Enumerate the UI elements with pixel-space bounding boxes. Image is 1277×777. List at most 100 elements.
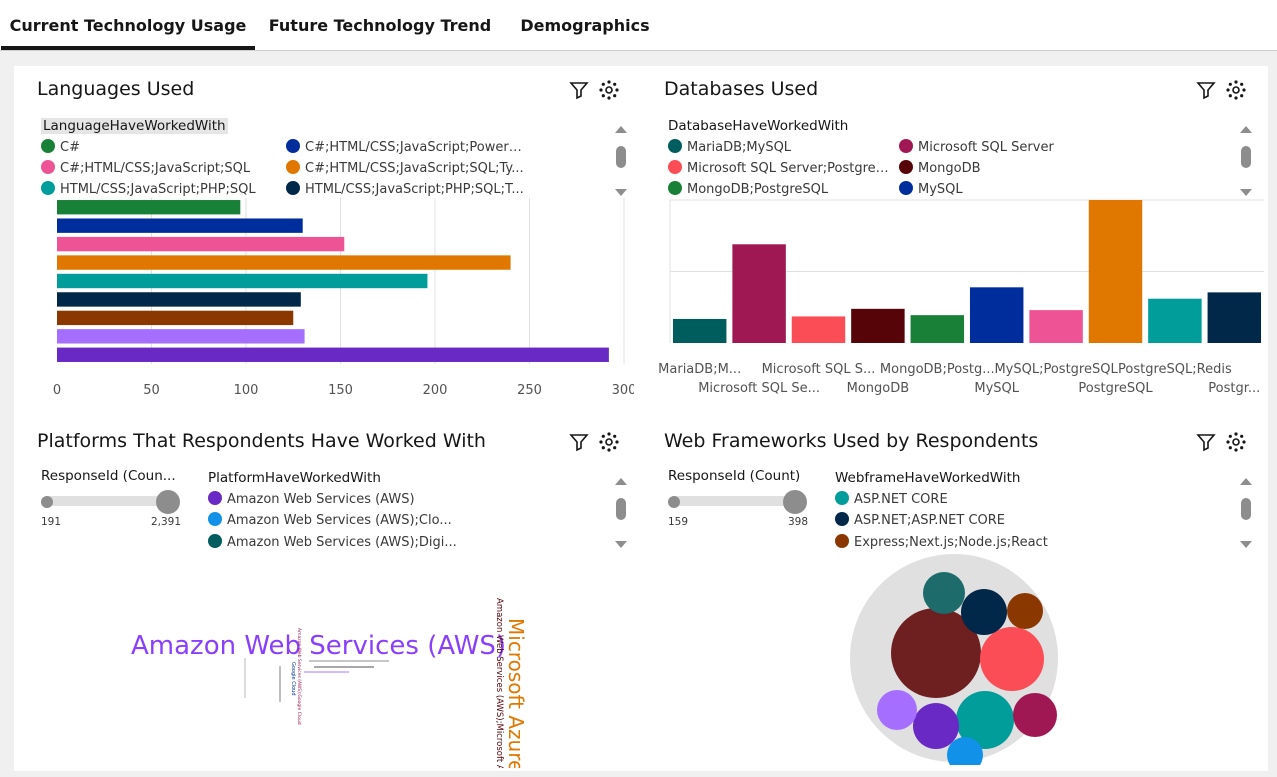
bubble[interactable] [947, 737, 983, 765]
bar[interactable] [1029, 310, 1083, 343]
legend-swatch [208, 491, 222, 505]
bar[interactable] [791, 316, 846, 343]
legend-item[interactable]: ASP.NET;ASP.NET CORE [835, 512, 1135, 530]
legend-scrollbar[interactable] [614, 126, 628, 196]
response-count-slider[interactable]: ResponseId (Coun... 191 2,391 [41, 468, 181, 530]
word-aws-microsoft-azure[interactable]: Amazon Web Services (AWS);Microsoft Azur… [494, 598, 504, 768]
scroll-thumb[interactable] [1241, 498, 1251, 520]
slider-track[interactable] [43, 496, 173, 506]
slider-max-value: 2,391 [150, 516, 181, 528]
legend-scrollbar[interactable] [1239, 126, 1253, 196]
scroll-up-icon[interactable] [1240, 126, 1252, 133]
response-count-slider[interactable]: ResponseId (Count) 159 398 [668, 468, 808, 530]
bubble[interactable] [877, 690, 917, 730]
bubble[interactable] [891, 608, 981, 698]
word-aws[interactable]: Amazon Web Services (AWS) [131, 631, 506, 661]
bar[interactable] [969, 287, 1024, 343]
bar[interactable] [57, 329, 305, 344]
legend-item[interactable]: C#;HTML/CSS;JavaScript;SQL [41, 160, 281, 178]
bar[interactable] [1088, 200, 1143, 343]
bar[interactable] [851, 308, 905, 343]
slider-min-handle[interactable] [668, 496, 680, 508]
legend-item[interactable]: Amazon Web Services (AWS) [208, 491, 508, 509]
settings-icon[interactable] [1226, 432, 1246, 452]
legend-scrollbar[interactable] [614, 478, 628, 548]
legend-item[interactable]: C#;HTML/CSS;JavaScript;PowerS... [286, 139, 526, 157]
legend-item[interactable]: Microsoft SQL Server;PostgreSQL [668, 160, 896, 178]
legend-item[interactable]: Amazon Web Services (AWS);Digi... [208, 534, 508, 552]
slider-min-handle[interactable] [41, 496, 53, 508]
legend-item[interactable]: C# [41, 139, 281, 157]
legend-label: MySQL [918, 182, 963, 197]
bubble[interactable] [913, 703, 959, 749]
legend-item[interactable]: HTML/CSS;JavaScript;PHP;SQL [41, 181, 281, 199]
scroll-down-icon[interactable] [1240, 541, 1252, 548]
bar[interactable] [57, 218, 303, 233]
legend-swatch [899, 160, 913, 174]
scroll-down-icon[interactable] [615, 189, 627, 196]
bar[interactable] [910, 315, 965, 343]
bar[interactable] [1207, 292, 1262, 343]
scroll-thumb[interactable] [1241, 146, 1251, 168]
bar[interactable] [57, 236, 345, 252]
bubble[interactable] [923, 572, 965, 614]
tab-demographics[interactable]: Demographics [520, 16, 650, 35]
bar[interactable] [57, 255, 511, 270]
legend-item[interactable]: MongoDB;PostgreSQL [668, 181, 896, 199]
scroll-up-icon[interactable] [1240, 478, 1252, 485]
bubble[interactable] [1013, 693, 1057, 737]
filter-icon[interactable] [1196, 432, 1216, 452]
legend-scrollbar[interactable] [1239, 478, 1253, 548]
bar[interactable] [57, 273, 428, 289]
legend-item[interactable]: Express;Next.js;Node.js;React [835, 534, 1135, 552]
word-google-cloud[interactable]: Google Cloud [290, 662, 296, 696]
word-small-1 [309, 660, 389, 662]
scroll-thumb[interactable] [616, 146, 626, 168]
legend-title: LanguageHaveWorkedWith [41, 118, 228, 134]
filter-icon[interactable] [1196, 80, 1216, 100]
legend-item[interactable]: ASP.NET CORE [835, 491, 1135, 509]
word-small-3 [304, 671, 349, 673]
legend-item[interactable]: Amazon Web Services (AWS);Clo... [208, 512, 508, 530]
bar[interactable] [57, 310, 294, 326]
legend-item[interactable]: C#;HTML/CSS;JavaScript;SQL;Ty... [286, 160, 526, 178]
bar[interactable] [1148, 298, 1202, 343]
bubble[interactable] [1007, 593, 1043, 629]
bar[interactable] [57, 292, 301, 307]
legend-item[interactable]: Microsoft SQL Server [899, 139, 1139, 157]
slider-max-handle[interactable] [783, 490, 807, 514]
settings-icon[interactable] [599, 432, 619, 452]
slider-max-handle[interactable] [156, 490, 180, 514]
languages-panel: Languages Used LanguageHaveWorkedWith C#… [14, 66, 641, 416]
platforms-word-cloud: Amazon Web Services (AWS) Microsoft Azur… [131, 598, 528, 768]
settings-icon[interactable] [1226, 80, 1246, 100]
word-microsoft-azure[interactable]: Microsoft Azure [504, 618, 528, 768]
scroll-thumb[interactable] [616, 498, 626, 520]
slider-track[interactable] [670, 496, 800, 506]
legend-item[interactable]: HTML/CSS;JavaScript;PHP;SQL;T... [286, 181, 526, 199]
bar[interactable] [57, 347, 609, 362]
bar[interactable] [672, 318, 727, 343]
tab-current-technology-usage[interactable]: Current Technology Usage [1, 0, 255, 50]
frameworks-legend: WebframeHaveWorkedWith ASP.NET CORE ASP.… [835, 470, 1135, 550]
bar[interactable] [57, 200, 241, 215]
x-tick-label: PostgreSQL;Redis [1118, 362, 1232, 377]
tab-future-technology-trend[interactable]: Future Technology Trend [268, 16, 492, 35]
filter-icon[interactable] [569, 80, 589, 100]
legend-swatch [899, 181, 913, 195]
legend-item[interactable]: MariaDB;MySQL [668, 139, 896, 157]
scroll-down-icon[interactable] [1240, 189, 1252, 196]
legend-item[interactable]: MongoDB [899, 160, 1139, 178]
scroll-up-icon[interactable] [615, 126, 627, 133]
platforms-legend: PlatformHaveWorkedWith Amazon Web Servic… [208, 470, 508, 550]
filter-icon[interactable] [569, 432, 589, 452]
bar[interactable] [732, 244, 786, 343]
bubble[interactable] [961, 589, 1007, 635]
word-aws-google-cloud[interactable]: Amazon Web Services (AWS);Google Cloud [296, 628, 302, 725]
scroll-up-icon[interactable] [615, 478, 627, 485]
scroll-down-icon[interactable] [615, 541, 627, 548]
bubble[interactable] [956, 691, 1014, 749]
settings-icon[interactable] [599, 80, 619, 100]
bubble[interactable] [980, 627, 1044, 691]
legend-item[interactable]: MySQL [899, 181, 1139, 199]
